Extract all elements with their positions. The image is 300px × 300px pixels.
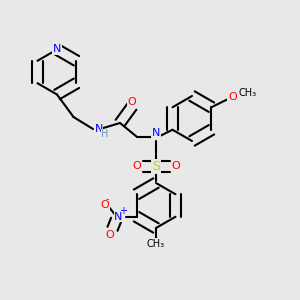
Text: O: O (105, 230, 114, 240)
Text: O: O (128, 97, 136, 107)
Text: N: N (114, 212, 123, 222)
Text: S: S (152, 160, 160, 173)
Text: CH₃: CH₃ (238, 88, 256, 98)
Text: +: + (119, 206, 127, 216)
Text: O: O (100, 200, 109, 210)
Text: O: O (228, 92, 237, 102)
Text: O: O (171, 161, 180, 172)
Text: O: O (132, 161, 141, 172)
Text: N: N (94, 124, 103, 134)
Text: H: H (101, 129, 109, 140)
Text: N: N (53, 44, 61, 55)
Text: CH₃: CH₃ (147, 239, 165, 249)
Text: -: - (105, 194, 109, 204)
Text: N: N (152, 128, 160, 139)
